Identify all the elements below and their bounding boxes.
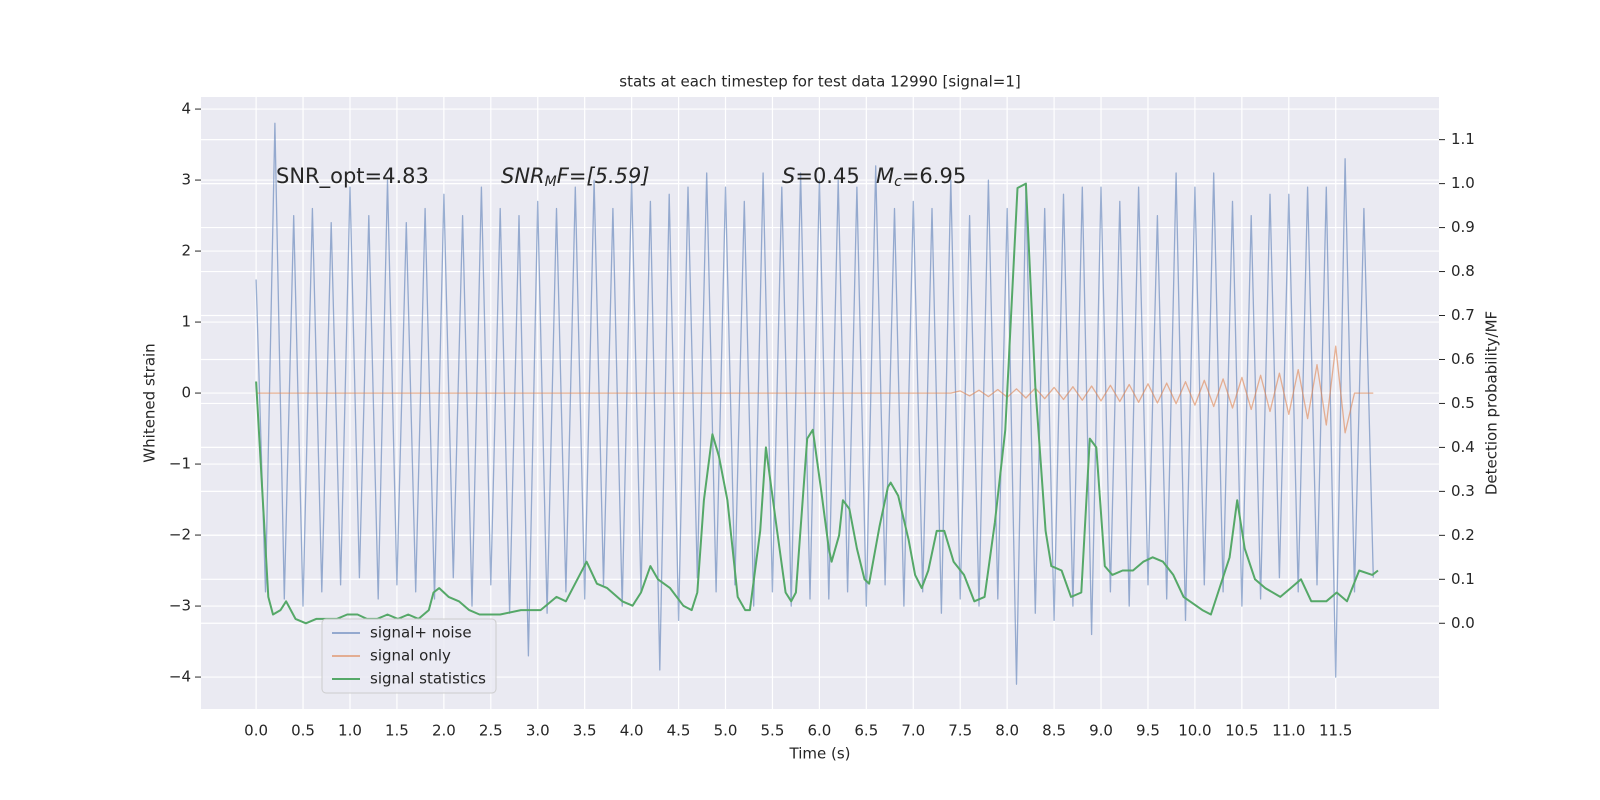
x-axis-label: Time (s) [789, 745, 851, 763]
annotation: SNRMF=[5.59] [501, 164, 650, 190]
y2-tick-label: 0.3 [1451, 482, 1475, 500]
legend-label: signal only [370, 647, 451, 665]
y2-tick-label: 0.2 [1451, 526, 1475, 544]
x-tick-label: 8.5 [1042, 722, 1066, 740]
y-tick-label: −1 [169, 455, 191, 473]
x-tick-label: 2.0 [432, 722, 456, 740]
annotation-part: SNR [501, 164, 545, 188]
x-tick-label: 3.0 [526, 722, 550, 740]
x-tick-label: 7.0 [901, 722, 925, 740]
x-tick-label: 4.0 [620, 722, 644, 740]
x-tick-label: 0.5 [291, 722, 315, 740]
y2-tick-label: 0.8 [1451, 262, 1475, 280]
x-tick-label: 10.5 [1225, 722, 1258, 740]
x-tick-label: 5.0 [714, 722, 738, 740]
x-tick-label: 8.0 [995, 722, 1019, 740]
legend-label: signal statistics [370, 670, 486, 688]
x-tick-label: 11.5 [1319, 722, 1352, 740]
marks [255, 122, 1379, 685]
legend: signal+ noise signal only signal statistic… [321, 618, 497, 694]
annotation-part: =6.95 [902, 164, 966, 188]
x-tick-label: 6.0 [807, 722, 831, 740]
x-tick-label: 6.5 [854, 722, 878, 740]
x-tick-label: 5.5 [761, 722, 785, 740]
y2-tick-label: 0.7 [1451, 306, 1475, 324]
chart-title: stats at each timestep for test data 129… [619, 73, 1020, 91]
y2-tick-label: 0.5 [1451, 394, 1475, 412]
annotation-part: =0.45 [795, 164, 859, 188]
y2-tick-label: 1.0 [1451, 174, 1475, 192]
x-tick-label: 9.0 [1089, 722, 1113, 740]
annotation-part: M [876, 164, 894, 188]
annotation-part: M [545, 174, 557, 190]
y-tick-label: −3 [169, 597, 191, 615]
y2-tick-label: 0.1 [1451, 570, 1475, 588]
x-tick-label: 7.5 [948, 722, 972, 740]
annotation: S=0.45 [782, 164, 860, 188]
y2-tick-label: 0.9 [1451, 218, 1475, 236]
y2-tick-label: 0.0 [1451, 614, 1475, 632]
x-tick-label: 1.5 [385, 722, 409, 740]
y2-tick-label: 0.6 [1451, 350, 1475, 368]
y2-tick-label: 1.1 [1451, 130, 1475, 148]
annotation-part: F=[5.59] [557, 164, 650, 188]
y2-axis-label: Detection probability/MF [1483, 311, 1501, 495]
legend-box [321, 618, 497, 694]
y-tick-label: 0 [181, 384, 191, 402]
y-tick-label: −4 [169, 668, 191, 686]
y-axis-label: Whitened strain [141, 343, 159, 462]
series-line [255, 182, 1379, 625]
legend-label: signal+ noise [370, 624, 472, 642]
y-tick-label: 4 [181, 100, 191, 118]
x-tick-label: 9.5 [1136, 722, 1160, 740]
x-tick-label: 0.0 [244, 722, 268, 740]
y-tick-label: 1 [181, 313, 191, 331]
x-tick-label: 3.5 [573, 722, 597, 740]
annotation-part: c [894, 174, 902, 190]
x-tick-label: 11.0 [1272, 722, 1305, 740]
annotation-part: S [782, 164, 795, 188]
annotation: SNR_opt=4.83 [276, 164, 429, 189]
y-tick-label: 3 [181, 171, 191, 189]
x-tick-label: 2.5 [479, 722, 503, 740]
series-line [256, 345, 1374, 434]
y2-tick-label: 0.4 [1451, 438, 1475, 456]
x-tick-label: 10.0 [1178, 722, 1211, 740]
y-tick-label: 2 [181, 242, 191, 260]
y-tick-label: −2 [169, 526, 191, 544]
series-line [255, 122, 1374, 685]
x-tick-label: 4.5 [667, 722, 691, 740]
annotation: Mc=6.95 [876, 164, 966, 190]
x-tick-label: 1.0 [338, 722, 362, 740]
